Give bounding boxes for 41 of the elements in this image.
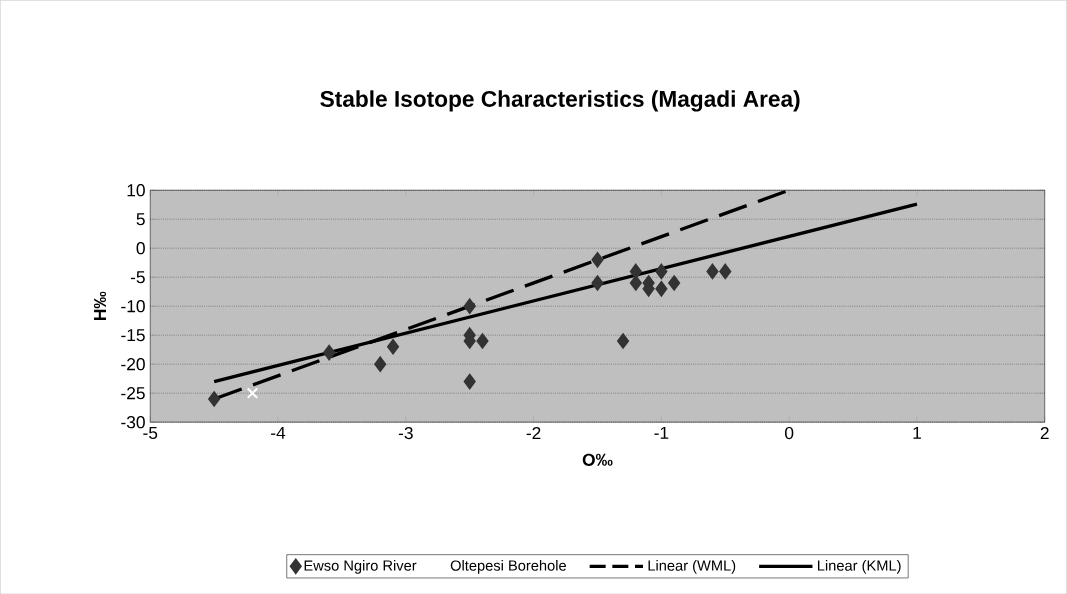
point: [374, 356, 387, 372]
x-axis-title: O‰: [582, 453, 613, 466]
point: [591, 251, 604, 268]
x-tick-label: -2: [526, 426, 541, 439]
x-tick-label: -3: [398, 426, 413, 439]
point: [246, 387, 259, 399]
point: [629, 263, 642, 279]
x-tick-label: 0: [785, 426, 794, 439]
y-tick-label: 10: [127, 183, 145, 197]
x-tick-label: 2: [1040, 426, 1049, 439]
point: [591, 275, 604, 291]
point: [208, 391, 221, 407]
point: [323, 344, 336, 361]
point: [719, 263, 732, 279]
legend-label: Ewso Ngiro River: [304, 559, 417, 574]
y-tick-label: -25: [121, 386, 145, 400]
text: Oltepesi Borehole: [450, 559, 566, 574]
point: [463, 373, 476, 390]
y-tick-label: -30: [121, 415, 145, 429]
y-tick-label: 0: [136, 241, 145, 255]
point: [655, 263, 668, 279]
x-tick-label: -4: [271, 426, 286, 439]
point: [668, 275, 681, 291]
point: [617, 333, 630, 349]
y-tick-label: 5: [136, 212, 145, 226]
x-tick-label: 1: [913, 426, 921, 439]
legend-label: Linear (WML): [648, 559, 736, 574]
legend-label: Linear (KML): [818, 559, 901, 574]
y-tick-label: -20: [121, 357, 145, 371]
point: [463, 298, 476, 314]
y-tick-label: -15: [121, 328, 145, 342]
point: [629, 275, 642, 291]
point: [476, 333, 489, 349]
chart-title: Stable Isotope Characteristics (Magadi Area): [320, 90, 800, 112]
y-tick-label: -10: [121, 299, 145, 313]
x-tick-label: -1: [654, 426, 669, 439]
y-tick-label: -5: [130, 270, 145, 284]
point: [655, 280, 668, 297]
point: [706, 263, 719, 279]
point: [387, 338, 400, 355]
y-axis-title: H‰: [93, 291, 106, 320]
